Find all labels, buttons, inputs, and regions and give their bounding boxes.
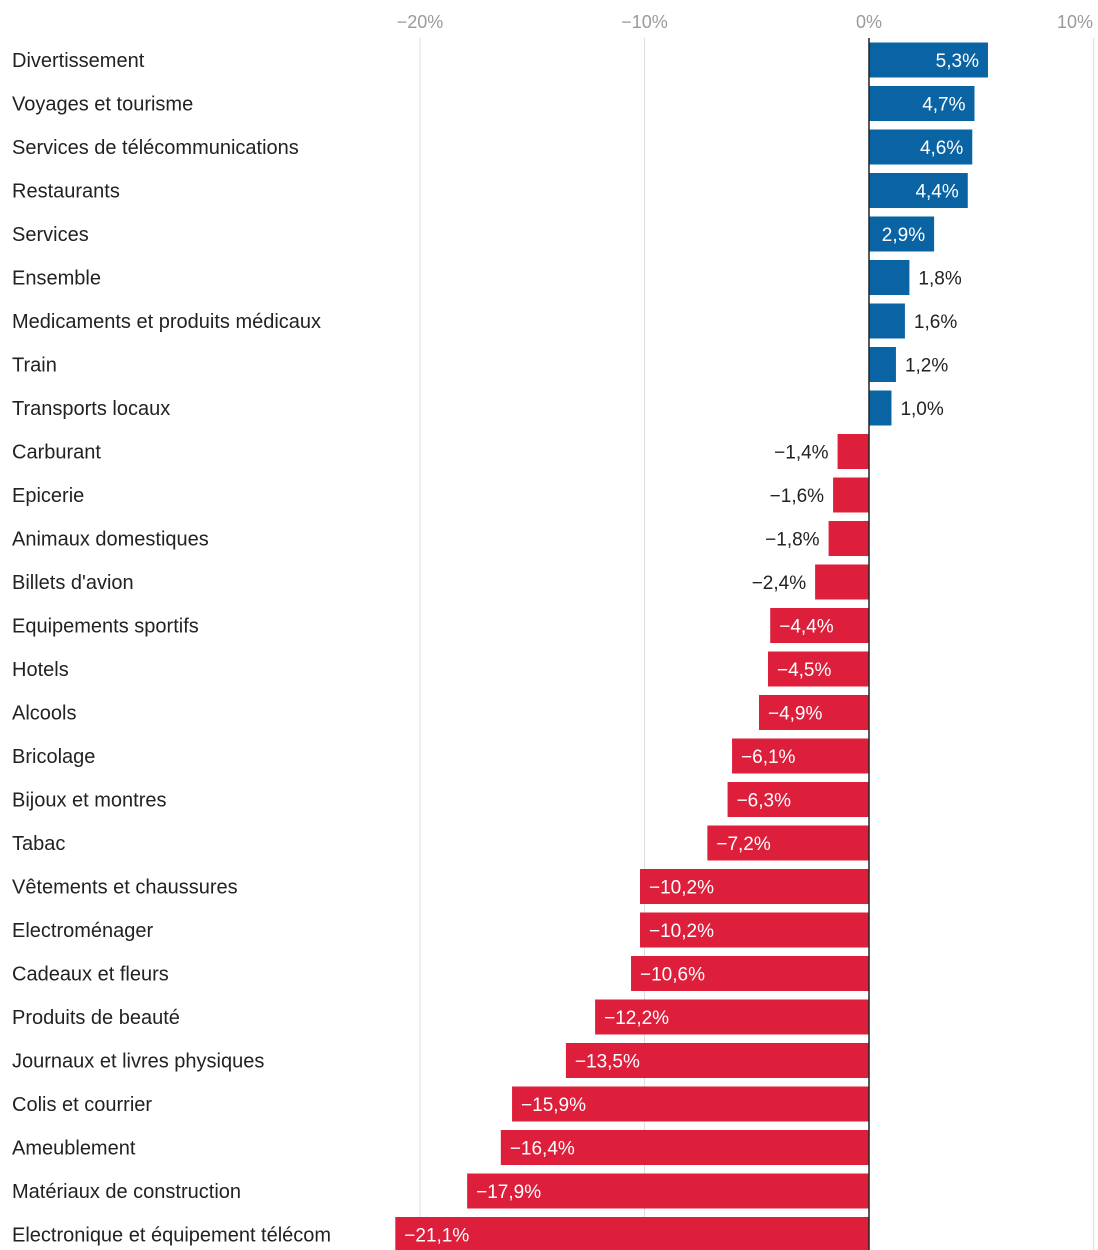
category-label: Epicerie — [12, 485, 84, 507]
value-label: −15,9% — [521, 1095, 586, 1116]
category-label: Tabac — [12, 833, 65, 855]
bar — [869, 173, 968, 208]
bar — [828, 521, 869, 556]
bar — [631, 956, 869, 991]
bar — [869, 129, 973, 165]
value-label: −4,4% — [779, 617, 834, 638]
value-label: −10,2% — [649, 921, 714, 942]
bar — [467, 1173, 869, 1209]
bar — [833, 477, 869, 513]
bar — [869, 42, 988, 78]
value-label: −6,3% — [737, 791, 792, 812]
x-tick-label: −20% — [397, 12, 444, 32]
category-label: Bijoux et montres — [12, 790, 167, 812]
bar — [640, 912, 869, 948]
category-label: Train — [12, 355, 57, 377]
bars — [395, 42, 988, 1250]
x-tick-label: −10% — [621, 12, 668, 32]
bar — [595, 999, 869, 1035]
category-label: Equipements sportifs — [12, 616, 199, 638]
category-label: Medicaments et produits médicaux — [12, 311, 321, 333]
category-label: Services — [12, 224, 89, 246]
category-labels: Divertissement Voyages et tourisme Service… — [12, 50, 331, 1247]
x-tick-label: 10% — [1057, 12, 1093, 32]
category-label: Ameublement — [12, 1138, 136, 1160]
category-label: Restaurants — [12, 181, 120, 203]
bar — [869, 390, 892, 426]
value-label: −16,4% — [510, 1139, 575, 1160]
bar — [395, 1217, 869, 1250]
category-label: Divertissement — [12, 50, 145, 72]
category-label: Journaux et livres physiques — [12, 1051, 264, 1073]
category-label: Vêtements et chaussures — [12, 877, 238, 899]
value-label: −2,4% — [752, 573, 807, 594]
category-label: Colis et courrier — [12, 1094, 152, 1116]
value-label: −17,9% — [476, 1182, 541, 1203]
category-label: Cadeaux et fleurs — [12, 964, 169, 986]
category-label: Alcools — [12, 703, 76, 725]
bar — [640, 869, 869, 904]
value-label: 1,6% — [914, 312, 957, 333]
value-label: 1,2% — [905, 356, 948, 377]
value-label: −1,4% — [774, 443, 829, 464]
value-label: −7,2% — [716, 834, 771, 855]
category-label: Hotels — [12, 659, 69, 681]
value-label: −10,6% — [640, 965, 705, 986]
bar — [837, 434, 869, 469]
value-label: 4,6% — [920, 138, 963, 159]
category-label: Transports locaux — [12, 398, 170, 420]
category-label: Electroménager — [12, 920, 154, 942]
bar — [727, 782, 869, 817]
value-label: −21,1% — [404, 1226, 469, 1247]
value-labels: 5,3% 4,7% 4,6% 4,4% 2,9% 1,8% 1,6% 1,2% 1,0% −1,4… — [404, 51, 979, 1247]
value-label: −10,2% — [649, 878, 714, 899]
value-label: 1,8% — [918, 269, 961, 290]
value-label: −6,1% — [741, 747, 796, 768]
value-label: 2,9% — [882, 225, 925, 246]
value-label: −4,9% — [768, 704, 823, 725]
x-tick-label: 0% — [856, 12, 882, 32]
value-label: −12,2% — [604, 1008, 669, 1029]
value-label: 1,0% — [900, 399, 943, 420]
bar — [869, 86, 975, 121]
bar — [758, 695, 869, 730]
value-label: −4,5% — [777, 660, 832, 681]
bar — [767, 651, 869, 687]
bar — [869, 216, 935, 252]
bar — [815, 564, 869, 600]
bar — [869, 303, 905, 339]
value-label: 5,3% — [936, 51, 979, 72]
category-label: Matériaux de construction — [12, 1181, 241, 1203]
value-label: 4,7% — [922, 95, 965, 116]
category-label: Animaux domestiques — [12, 529, 209, 551]
category-label: Bricolage — [12, 746, 95, 768]
value-label: −13,5% — [575, 1052, 640, 1073]
bar — [565, 1043, 869, 1078]
category-label: Billets d'avion — [12, 572, 134, 594]
category-label: Carburant — [12, 442, 101, 464]
x-axis-ticks: −20% −10% 0% 10% — [397, 12, 1093, 32]
bar — [770, 608, 869, 643]
value-label: −1,8% — [765, 530, 820, 551]
bar — [869, 347, 896, 382]
category-label: Services de télécommunications — [12, 137, 299, 159]
bar — [500, 1130, 869, 1165]
bar — [869, 260, 910, 295]
category-label: Ensemble — [12, 268, 101, 290]
value-label: 4,4% — [915, 182, 958, 203]
bar — [512, 1086, 869, 1122]
value-label: −1,6% — [770, 486, 825, 507]
bar — [732, 738, 869, 774]
bar — [707, 825, 869, 861]
category-label: Voyages et tourisme — [12, 94, 193, 116]
category-label: Electronique et équipement télécom — [12, 1225, 331, 1247]
category-label: Produits de beauté — [12, 1007, 180, 1029]
